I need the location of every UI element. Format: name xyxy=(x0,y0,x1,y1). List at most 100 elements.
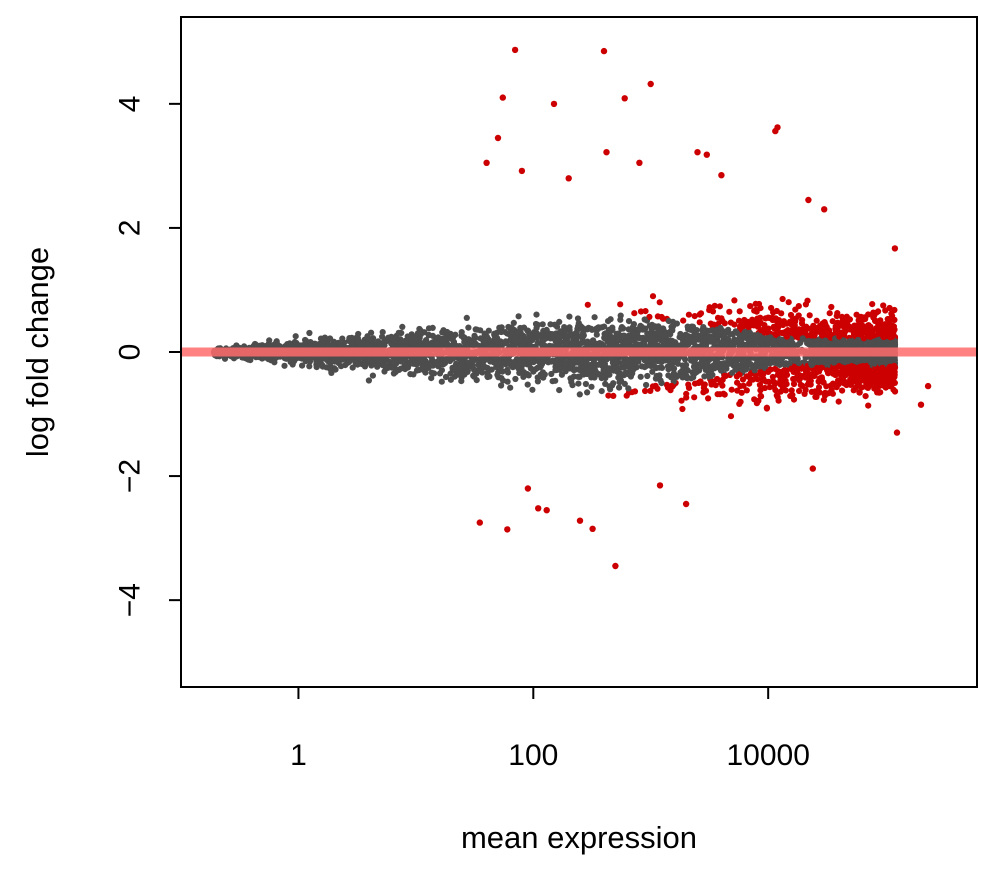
point xyxy=(470,342,477,349)
significant-point xyxy=(757,327,765,334)
point xyxy=(327,362,334,369)
highlighted-point xyxy=(718,172,725,179)
highlighted-point xyxy=(550,100,558,108)
significant-point xyxy=(741,316,748,324)
highlighted-point xyxy=(524,485,532,492)
point xyxy=(562,359,569,366)
significant-point xyxy=(754,376,761,383)
point xyxy=(590,337,597,344)
highlighted-point xyxy=(647,80,654,88)
point xyxy=(646,322,653,329)
significant-point xyxy=(806,378,813,385)
y-tick-label: −2 xyxy=(114,459,147,493)
significant-point xyxy=(861,367,869,374)
significant-point xyxy=(605,392,612,399)
point xyxy=(579,334,586,341)
point xyxy=(425,325,433,332)
point xyxy=(451,373,458,380)
point xyxy=(359,339,366,346)
significant-point xyxy=(792,330,799,337)
significant-point xyxy=(799,317,806,324)
significant-point xyxy=(804,297,811,304)
significant-point xyxy=(685,311,693,318)
point xyxy=(289,361,296,368)
point xyxy=(596,341,603,348)
point xyxy=(686,335,693,342)
significant-point xyxy=(826,327,833,334)
point xyxy=(429,332,436,339)
significant-point xyxy=(788,365,795,372)
significant-point xyxy=(679,405,686,413)
point xyxy=(646,330,653,337)
point xyxy=(637,373,644,380)
point xyxy=(496,324,503,331)
point xyxy=(433,360,440,367)
point xyxy=(855,356,862,363)
significant-point xyxy=(795,312,802,319)
point xyxy=(701,342,709,349)
significant-point xyxy=(843,381,850,389)
point xyxy=(253,341,260,348)
significant-point xyxy=(775,397,782,404)
point xyxy=(564,335,571,342)
highlighted-point xyxy=(809,465,816,472)
point xyxy=(753,360,760,367)
point xyxy=(408,339,415,346)
significant-point xyxy=(850,363,857,370)
significant-point xyxy=(880,302,887,309)
point xyxy=(345,337,352,344)
significant-point xyxy=(862,383,869,390)
significant-point xyxy=(728,386,735,393)
point xyxy=(424,339,431,346)
significant-point xyxy=(701,381,708,388)
point xyxy=(660,337,667,344)
significant-point xyxy=(870,309,877,316)
point xyxy=(420,366,427,374)
point xyxy=(698,356,706,363)
point xyxy=(582,380,590,388)
point xyxy=(461,339,468,346)
significant-point xyxy=(691,313,698,320)
point xyxy=(618,325,625,332)
point xyxy=(775,360,782,367)
significant-point xyxy=(852,373,859,381)
point xyxy=(349,364,356,371)
point xyxy=(777,336,784,343)
highlighted-point xyxy=(621,95,628,102)
point xyxy=(364,333,371,340)
point xyxy=(642,335,649,342)
point xyxy=(526,331,533,338)
significant-point xyxy=(891,388,899,395)
point xyxy=(641,364,648,371)
point xyxy=(684,323,691,330)
highlighted-point xyxy=(772,127,779,135)
significant-point xyxy=(828,303,835,311)
point xyxy=(841,358,849,365)
significant-point xyxy=(792,306,799,313)
point xyxy=(442,356,449,364)
significant-point xyxy=(727,413,735,420)
point xyxy=(640,340,648,348)
point xyxy=(786,360,793,367)
point xyxy=(376,357,384,364)
significant-point xyxy=(852,384,860,391)
point xyxy=(557,328,564,335)
point xyxy=(617,370,625,377)
point xyxy=(580,371,587,378)
point xyxy=(395,329,402,336)
point xyxy=(530,358,537,365)
highlighted-point xyxy=(565,175,572,182)
point xyxy=(707,368,714,375)
highlighted-point xyxy=(543,507,550,514)
highlighted-point xyxy=(821,206,828,213)
point xyxy=(402,337,409,344)
significant-point xyxy=(865,402,872,409)
point xyxy=(498,382,505,389)
highlighted-point xyxy=(805,196,812,204)
significant-point xyxy=(834,322,842,329)
significant-point xyxy=(780,369,787,376)
point xyxy=(439,329,446,336)
y-tick-label: 0 xyxy=(114,344,147,361)
point xyxy=(588,383,595,390)
point xyxy=(629,323,637,330)
